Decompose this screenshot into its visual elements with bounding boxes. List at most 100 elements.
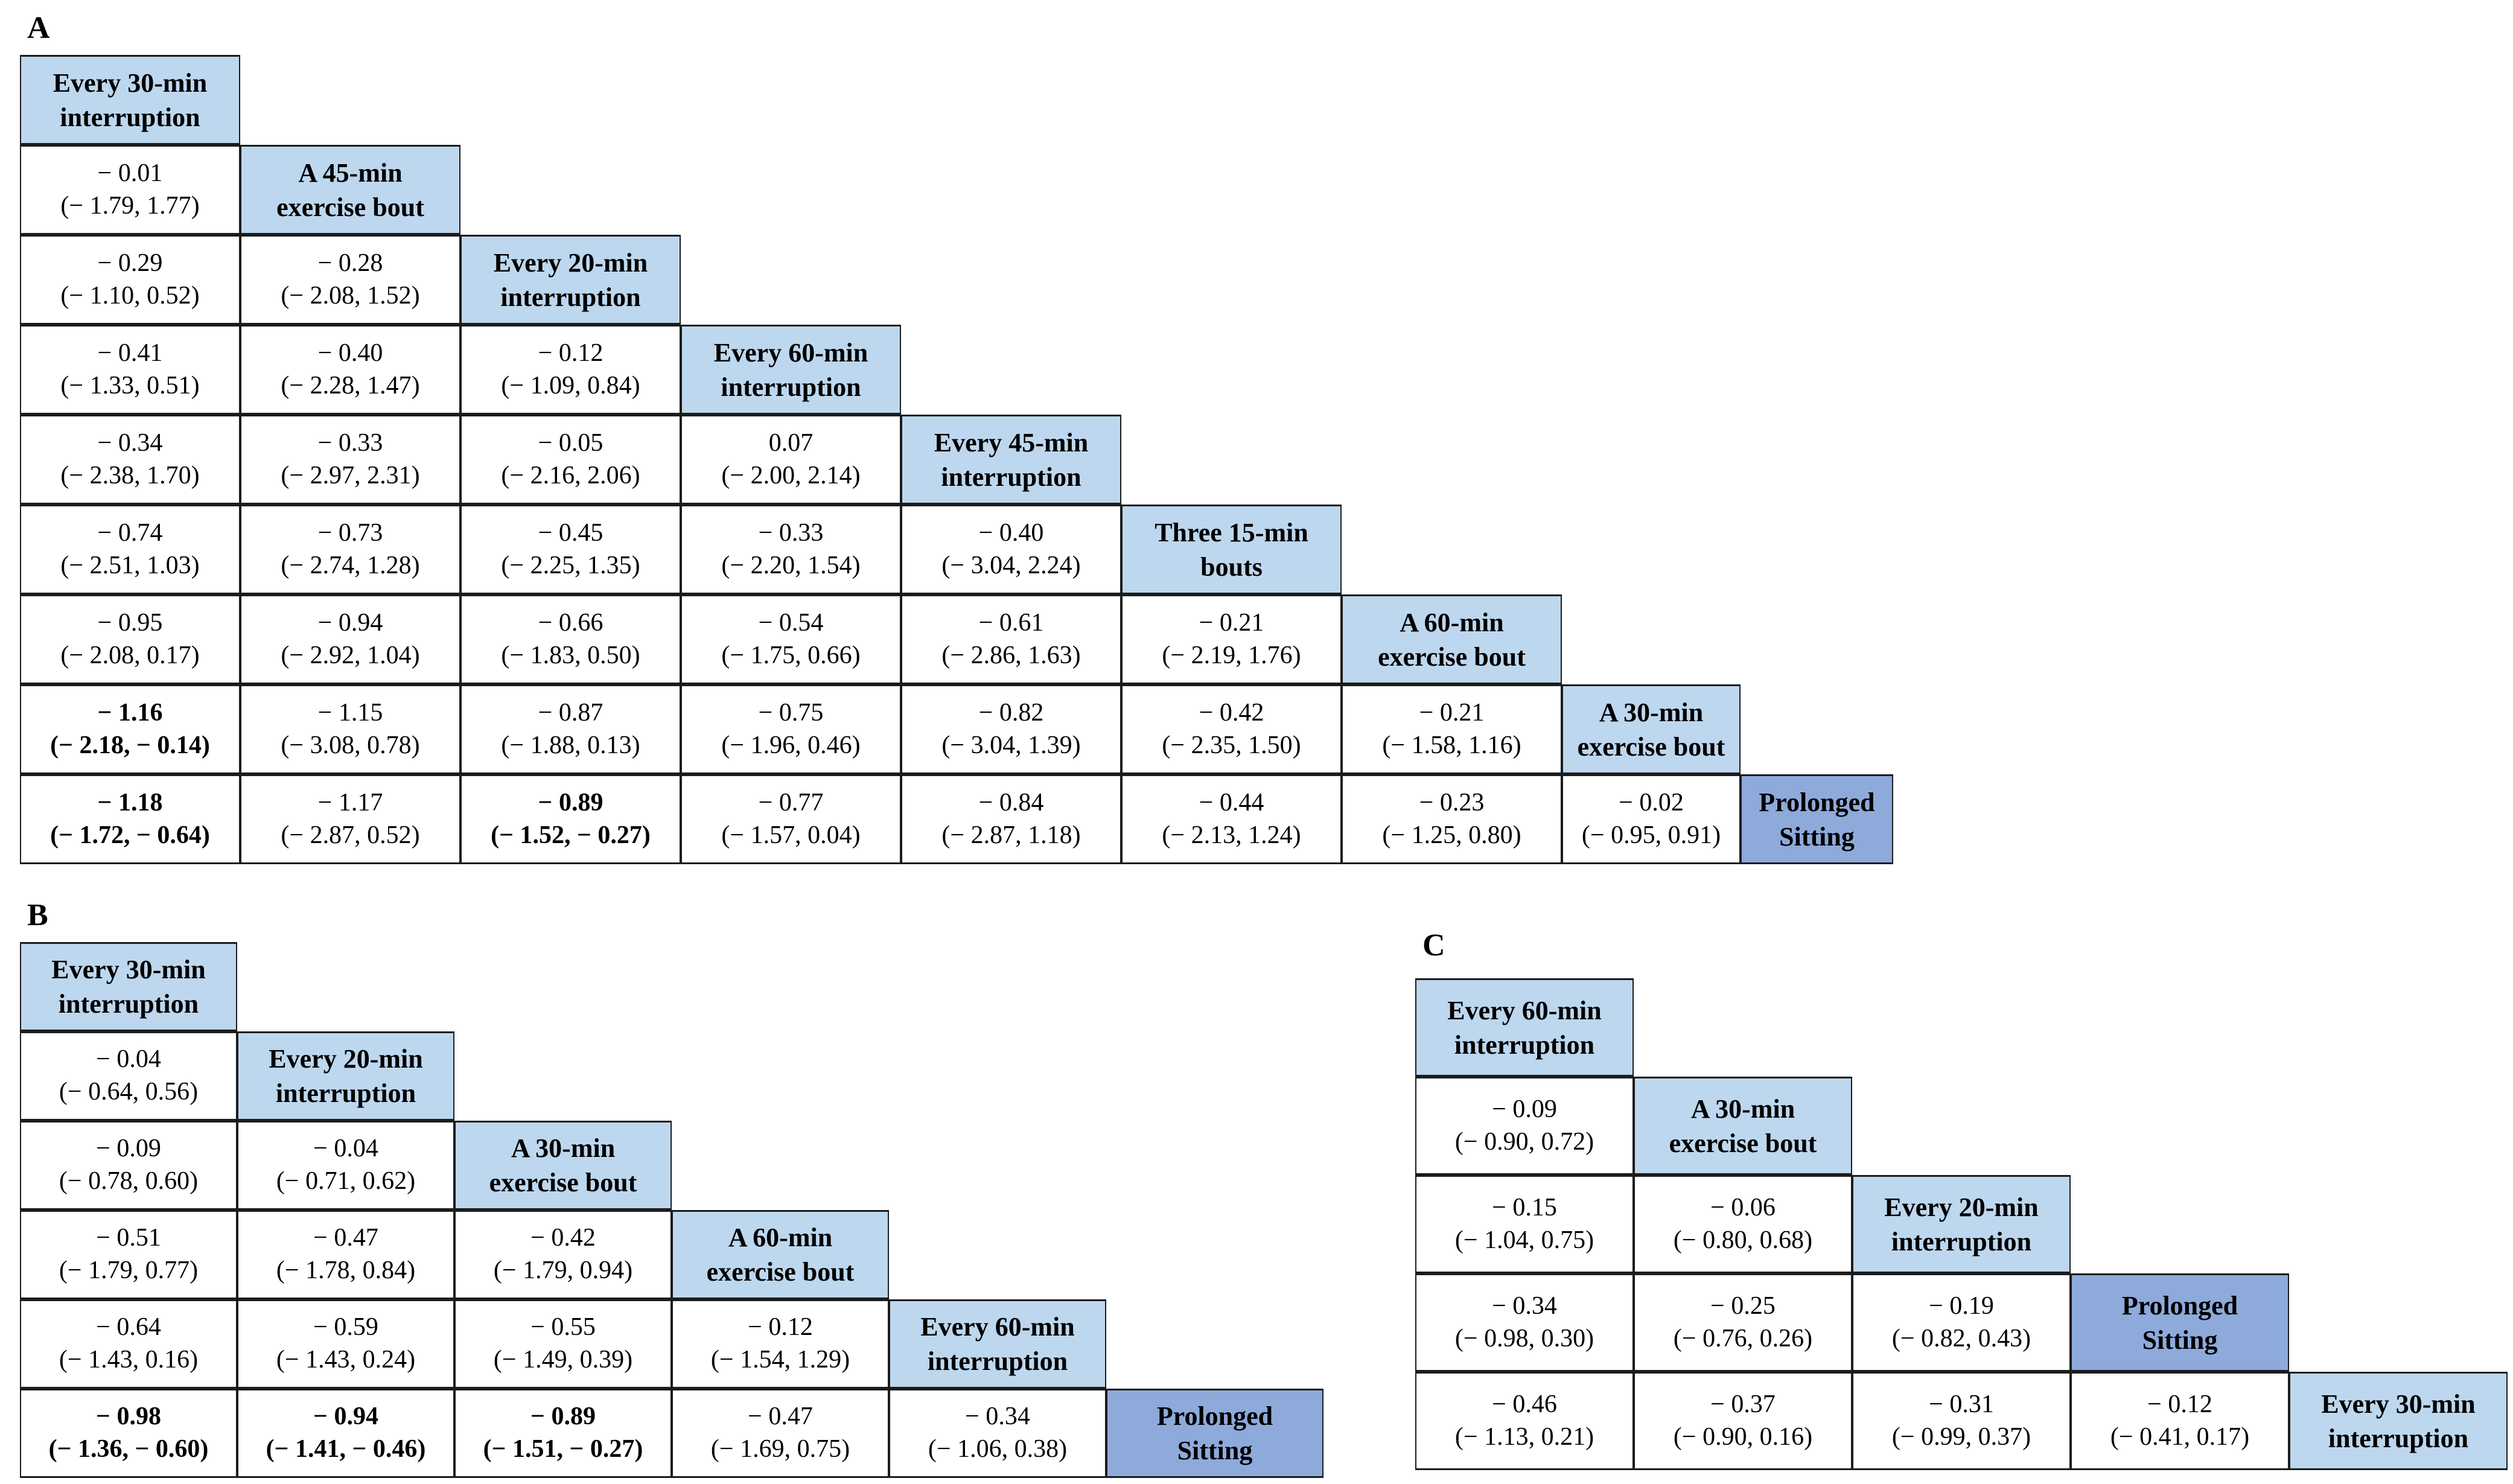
estimate-value: − 0.73 [317, 518, 383, 547]
estimate-cell: − 0.12 (− 0.41, 0.17) [2071, 1372, 2289, 1471]
confidence-interval: (− 1.25, 0.80) [1382, 821, 1521, 849]
estimate-cell: − 0.44 (− 2.13, 1.24) [1121, 774, 1342, 865]
confidence-interval: (− 1.79, 0.94) [493, 1256, 633, 1285]
league-table-C: Every 60-min interruption − 0.09 (− 0.90, … [1415, 978, 2508, 1471]
confidence-interval: (− 1.54, 1.29) [710, 1346, 850, 1374]
treatment-header-cell: Every 20-min interruption [1852, 1175, 2071, 1274]
confidence-interval: (− 1.58, 1.16) [1382, 731, 1521, 759]
table-row: Every 30-min interruption [20, 942, 1323, 1032]
treatment-header-cell: Every 60-min interruption [1415, 978, 1634, 1077]
panel-label-A: A [27, 11, 50, 45]
estimate-value: − 0.89 [530, 1403, 596, 1431]
table-row: − 0.95 (− 2.08, 0.17) − 0.94 (− 2.92, 1.04)… [20, 594, 1893, 685]
estimate-cell: − 0.21 (− 2.19, 1.76) [1121, 594, 1342, 685]
confidence-interval: (− 2.28, 1.47) [281, 371, 420, 400]
estimate-value: − 1.15 [317, 698, 383, 727]
estimate-value: − 0.84 [978, 788, 1044, 817]
estimate-cell: − 0.02 (− 0.95, 0.91) [1562, 774, 1741, 865]
estimate-cell: − 0.87 (− 1.88, 0.13) [460, 684, 681, 775]
confidence-interval: (− 3.04, 1.39) [941, 731, 1081, 759]
confidence-interval: (− 1.09, 0.84) [501, 371, 640, 400]
estimate-value: − 0.37 [1710, 1390, 1776, 1418]
confidence-interval: (− 2.18, − 0.14) [50, 731, 210, 759]
table-row: − 1.16 (− 2.18, − 0.14) − 1.15 (− 3.08, 0.7… [20, 684, 1893, 775]
estimate-cell: − 1.16 (− 2.18, − 0.14) [20, 684, 240, 775]
panel-C: C Every 60-min interruption − 0.09 (− 0.90… [1415, 928, 2508, 1471]
confidence-interval: (− 1.79, 0.77) [59, 1256, 199, 1285]
treatment-header-cell: Three 15-min bouts [1121, 505, 1342, 595]
treatment-header-cell: Every 45-min interruption [901, 415, 1121, 505]
table-row: − 0.29 (− 1.10, 0.52) − 0.28 (− 2.08, 1.52)… [20, 235, 1893, 325]
treatment-header-cell: Every 20-min interruption [237, 1031, 454, 1121]
estimate-cell: − 0.95 (− 2.08, 0.17) [20, 594, 240, 685]
panel-B: B Every 30-min interruption − 0.04 (− 0.64… [20, 898, 1323, 1479]
estimate-cell: − 0.55 (− 1.49, 0.39) [454, 1299, 672, 1389]
estimate-cell: − 1.17 (− 2.87, 0.52) [240, 774, 460, 865]
confidence-interval: (− 1.04, 0.75) [1454, 1226, 1594, 1254]
confidence-interval: (− 1.88, 0.13) [501, 731, 640, 759]
treatment-header-cell: Prolonged Sitting [2071, 1273, 2289, 1372]
estimate-cell: − 0.59 (− 1.43, 0.24) [237, 1299, 454, 1389]
estimate-value: − 0.09 [1492, 1095, 1557, 1123]
estimate-value: − 0.42 [530, 1224, 596, 1252]
estimate-cell: − 0.89 (− 1.52, − 0.27) [460, 774, 681, 865]
confidence-interval: (− 2.97, 2.31) [281, 461, 420, 489]
estimate-value: − 0.55 [530, 1313, 596, 1342]
treatment-header-cell: A 30-min exercise bout [1634, 1077, 1852, 1176]
estimate-value: − 0.66 [538, 608, 604, 637]
treatment-header-cell: Every 30-min interruption [20, 55, 240, 145]
confidence-interval: (− 0.90, 0.72) [1454, 1127, 1594, 1156]
estimate-cell: − 0.73 (− 2.74, 1.28) [240, 505, 460, 595]
table-row: − 0.51 (− 1.79, 0.77) − 0.47 (− 1.78, 0.84)… [20, 1210, 1323, 1300]
estimate-cell: − 0.19 (− 0.82, 0.43) [1852, 1273, 2071, 1372]
estimate-cell: − 0.61 (− 2.86, 1.63) [901, 594, 1121, 685]
treatment-header-cell: Every 60-min interruption [889, 1299, 1106, 1389]
confidence-interval: (− 2.00, 2.14) [721, 461, 861, 489]
estimate-cell: 0.07 (− 2.00, 2.14) [681, 415, 901, 505]
estimate-cell: − 0.37 (− 0.90, 0.16) [1634, 1372, 1852, 1471]
estimate-value: − 0.64 [96, 1313, 161, 1342]
estimate-value: − 0.95 [97, 608, 163, 637]
confidence-interval: (− 0.76, 0.26) [1673, 1324, 1813, 1352]
estimate-cell: − 0.33 (− 2.20, 1.54) [681, 505, 901, 595]
estimate-cell: − 0.40 (− 2.28, 1.47) [240, 325, 460, 415]
estimate-cell: − 0.46 (− 1.13, 0.21) [1415, 1372, 1634, 1471]
confidence-interval: (− 1.69, 0.75) [710, 1435, 850, 1463]
estimate-cell: − 0.41 (− 1.33, 0.51) [20, 325, 240, 415]
confidence-interval: (− 1.36, − 0.60) [48, 1435, 209, 1463]
table-row: − 0.98 (− 1.36, − 0.60) − 0.94 (− 1.41, − 0… [20, 1389, 1323, 1479]
estimate-value: − 1.16 [97, 698, 163, 727]
estimate-cell: − 0.04 (− 0.71, 0.62) [237, 1121, 454, 1211]
estimate-cell: − 0.04 (− 0.64, 0.56) [20, 1031, 237, 1121]
estimate-cell: − 0.64 (− 1.43, 0.16) [20, 1299, 237, 1389]
confidence-interval: (− 1.78, 0.84) [276, 1256, 416, 1285]
estimate-cell: − 0.45 (− 2.25, 1.35) [460, 505, 681, 595]
estimate-cell: − 0.31 (− 0.99, 0.37) [1852, 1372, 2071, 1471]
estimate-cell: − 0.34 (− 1.06, 0.38) [889, 1389, 1106, 1479]
estimate-value: − 0.33 [758, 518, 824, 547]
panel-A: A Every 30-min interruption − 0.01 (− 1.79… [20, 11, 1893, 865]
estimate-value: − 0.15 [1492, 1193, 1557, 1221]
confidence-interval: (− 1.41, − 0.46) [266, 1435, 426, 1463]
confidence-interval: (− 2.87, 1.18) [941, 821, 1081, 849]
estimate-cell: − 0.09 (− 0.90, 0.72) [1415, 1077, 1634, 1176]
confidence-interval: (− 0.82, 0.43) [1891, 1324, 2031, 1352]
estimate-value: − 0.45 [538, 518, 604, 547]
estimate-value: − 0.75 [758, 698, 824, 727]
table-row: − 0.46 (− 1.13, 0.21) − 0.37 (− 0.90, 0.16)… [1415, 1372, 2508, 1471]
table-row: Every 60-min interruption [1415, 978, 2508, 1077]
estimate-cell: − 0.75 (− 1.96, 0.46) [681, 684, 901, 775]
estimate-value: − 0.09 [96, 1135, 161, 1163]
treatment-header-cell: Prolonged Sitting [1106, 1389, 1323, 1479]
table-row: − 0.01 (− 1.79, 1.77) A 45-min exercise bo… [20, 145, 1893, 235]
estimate-value: − 0.34 [97, 428, 163, 457]
confidence-interval: (− 1.06, 0.38) [928, 1435, 1068, 1463]
estimate-cell: − 0.42 (− 1.79, 0.94) [454, 1210, 672, 1300]
estimate-value: − 0.21 [1419, 698, 1485, 727]
table-row: − 0.09 (− 0.90, 0.72) A 30-min exercise bo… [1415, 1077, 2508, 1176]
estimate-cell: − 0.84 (− 2.87, 1.18) [901, 774, 1121, 865]
confidence-interval: (− 3.04, 2.24) [941, 551, 1081, 579]
confidence-interval: (− 2.35, 1.50) [1162, 731, 1301, 759]
panel-label-B: B [27, 898, 48, 932]
league-table-B: Every 30-min interruption − 0.04 (− 0.64, … [20, 942, 1323, 1479]
